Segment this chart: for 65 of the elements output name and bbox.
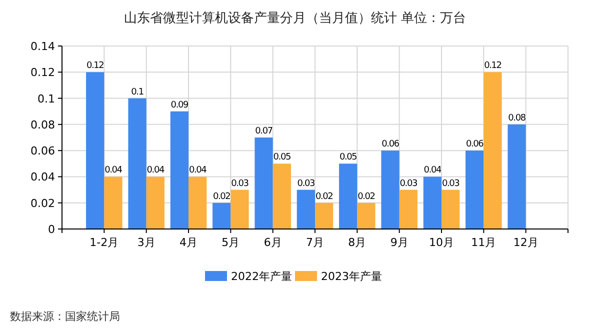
source-note: 数据来源：国家统计局 (10, 310, 120, 323)
x-tick-label: 7月 (306, 236, 324, 249)
x-tick-label: 11月 (471, 236, 496, 249)
bar (128, 98, 146, 229)
x-tick-label: 8月 (348, 236, 366, 249)
data-label: 0.06 (466, 140, 484, 150)
bar (272, 164, 291, 229)
x-tick-label: 9月 (390, 236, 408, 249)
bar (381, 150, 400, 229)
data-label: 0.04 (146, 166, 165, 176)
x-tick-label: 5月 (222, 236, 240, 249)
bar (86, 72, 104, 229)
legend-label: 2023年产量 (321, 270, 382, 283)
data-label: 0.02 (358, 192, 375, 202)
y-tick-label: 0.12 (30, 66, 55, 80)
chart-title: 山东省微型计算机设备产量分月（当月值）统计 单位：万台 (124, 11, 466, 26)
x-tick-label: 12月 (513, 236, 538, 249)
bar (230, 190, 249, 229)
data-label: 0.08 (508, 113, 526, 124)
bar (104, 176, 122, 229)
bar (254, 138, 273, 229)
bar (170, 111, 188, 229)
data-label: 0.06 (382, 140, 400, 150)
bar (442, 190, 460, 229)
data-label: 0.03 (400, 178, 418, 189)
y-tick-label: 0 (48, 223, 55, 236)
x-tick-label: 6月 (264, 236, 282, 249)
y-tick-label: 0.14 (30, 40, 55, 53)
bar (399, 190, 418, 229)
legend-label: 2022年产量 (231, 270, 292, 283)
data-label: 0.04 (424, 166, 442, 176)
data-label: 0.05 (273, 152, 291, 163)
x-tick-label: 4月 (180, 236, 198, 249)
bar (508, 124, 526, 229)
bar (315, 202, 334, 229)
data-label: 0.05 (339, 152, 357, 163)
bar (146, 176, 164, 229)
data-label: 0.12 (86, 61, 104, 72)
data-label: 0.03 (442, 178, 460, 189)
bar (339, 164, 358, 229)
data-label: 0.03 (231, 178, 248, 189)
bar (484, 72, 502, 229)
x-tick-label: 3月 (137, 236, 156, 249)
bar (296, 190, 315, 229)
x-tick-label: 10月 (429, 236, 454, 249)
data-label: 0.07 (255, 126, 272, 136)
data-label: 0.02 (315, 192, 333, 202)
y-tick-label: 0.08 (30, 118, 55, 132)
data-label: 0.1 (131, 87, 144, 98)
bar (357, 202, 376, 229)
bar (188, 176, 207, 229)
data-label: 0.09 (170, 100, 190, 110)
bar (212, 202, 231, 229)
x-tick-label: 1-2月 (90, 236, 119, 249)
y-tick-label: 0.04 (30, 170, 55, 184)
bar (423, 176, 442, 229)
bar (466, 150, 484, 229)
data-label: 0.04 (188, 166, 208, 176)
y-tick-label: 0.02 (30, 196, 55, 210)
data-label: 0.03 (297, 178, 315, 189)
data-label: 0.04 (104, 166, 123, 176)
y-tick-label: 0.06 (30, 144, 55, 158)
data-label: 0.12 (484, 61, 502, 72)
y-tick-label: 0.1 (38, 92, 55, 106)
data-label: 0.02 (212, 192, 230, 202)
